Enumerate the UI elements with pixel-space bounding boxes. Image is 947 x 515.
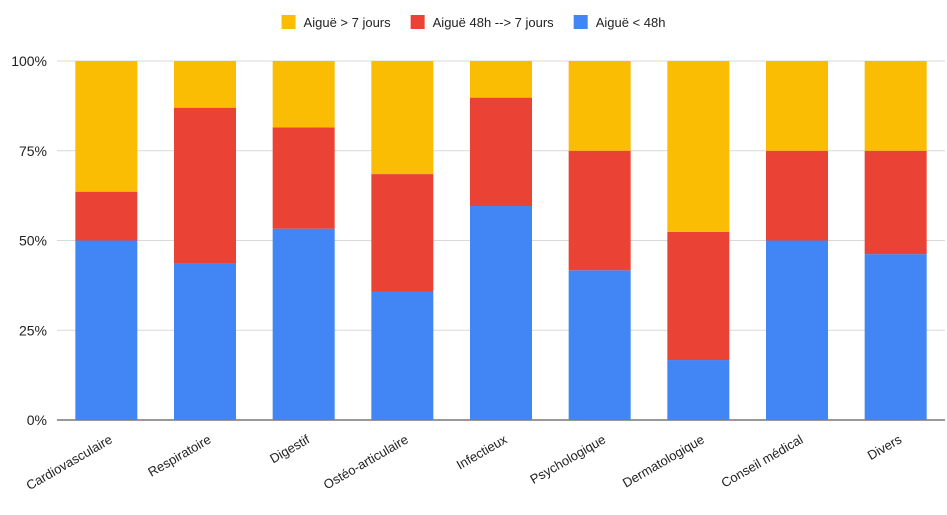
x-tick-label-conseil-medical: Conseil médical — [719, 432, 806, 491]
bar-digestif-aigue-48h-7-jours[interactable] — [272, 127, 335, 229]
y-tick-label: 0% — [27, 412, 47, 428]
legend-label: Aiguë < 48h — [596, 15, 666, 30]
x-tick-label-dermatologique: Dermatologique — [620, 432, 707, 491]
y-tick-label: 50% — [19, 233, 47, 249]
bar-dermatologique-aigue-48h[interactable] — [667, 360, 730, 420]
legend-label: Aiguë 48h --> 7 jours — [433, 15, 555, 30]
y-tick-label: 25% — [19, 322, 47, 338]
bar-psychologique-aigue-48h-7-jours[interactable] — [568, 150, 631, 271]
x-tick-label-psychologique: Psychologique — [527, 432, 608, 487]
legend: Aiguë > 7 jours Aiguë 48h --> 7 jours Aigu… — [281, 15, 666, 30]
bar-divers-aigue-48h[interactable] — [864, 254, 927, 420]
bar-digestif-aigue-7-jours[interactable] — [272, 61, 335, 128]
bar-conseil-medical-aigue-48h[interactable] — [766, 240, 828, 421]
bar-psychologique-aigue-48h[interactable] — [568, 270, 631, 420]
legend-swatch — [573, 15, 588, 29]
bar-psychologique-aigue-7-jours[interactable] — [568, 61, 631, 151]
bar-osteo-articulaire-aigue-48h[interactable] — [371, 291, 434, 420]
x-tick-label-cardiovasculaire: Cardiovasculaire — [23, 432, 114, 493]
legend-item-aigue-48h-7-jours[interactable]: Aiguë 48h --> 7 jours — [410, 15, 555, 30]
bar-divers-aigue-7-jours[interactable] — [864, 61, 927, 151]
legend-item-aigue-7-jours[interactable]: Aiguë > 7 jours — [281, 15, 392, 30]
bar-osteo-articulaire-aigue-48h-7-jours[interactable] — [371, 174, 434, 292]
bar-cardiovasculaire-aigue-48h-7-jours[interactable] — [75, 191, 138, 241]
x-tick-label-digestif: Digestif — [267, 431, 312, 466]
bar-divers-aigue-48h-7-jours[interactable] — [864, 150, 927, 255]
x-tick-label-divers: Divers — [865, 431, 905, 463]
legend-label: Aiguë > 7 jours — [304, 15, 392, 30]
y-tick-label: 100% — [11, 53, 47, 69]
bar-dermatologique-aigue-48h-7-jours[interactable] — [667, 231, 730, 361]
bar-respiratoire-aigue-48h[interactable] — [174, 263, 236, 420]
bar-cardiovasculaire-aigue-7-jours[interactable] — [75, 61, 138, 192]
bar-infectieux-aigue-7-jours[interactable] — [470, 61, 532, 98]
x-tick-label-respiratoire: Respiratoire — [145, 432, 213, 480]
bar-conseil-medical-aigue-7-jours[interactable] — [766, 61, 828, 151]
bar-digestif-aigue-48h[interactable] — [272, 228, 335, 420]
bars — [75, 61, 927, 421]
legend-swatch — [281, 15, 296, 29]
legend-item-aigue-48h[interactable]: Aiguë < 48h — [573, 15, 666, 30]
bar-infectieux-aigue-48h[interactable] — [470, 206, 532, 420]
y-axis: 0% 25% 50% 75% 100% — [11, 53, 47, 428]
bar-cardiovasculaire-aigue-48h[interactable] — [75, 240, 138, 421]
bar-conseil-medical-aigue-48h-7-jours[interactable] — [766, 150, 828, 241]
x-tick-label-osteo-articulaire: Ostéo-articulaire — [321, 432, 411, 493]
bar-osteo-articulaire-aigue-7-jours[interactable] — [371, 61, 434, 175]
x-axis: Cardiovasculaire Respiratoire Digestif Osté… — [23, 431, 904, 493]
bar-infectieux-aigue-48h-7-jours[interactable] — [470, 97, 532, 207]
y-tick-label: 75% — [19, 143, 47, 159]
x-tick-label-infectieux: Infectieux — [454, 431, 510, 472]
bar-dermatologique-aigue-7-jours[interactable] — [667, 61, 730, 232]
legend-swatch — [410, 15, 425, 29]
bar-respiratoire-aigue-7-jours[interactable] — [174, 61, 236, 108]
bar-respiratoire-aigue-48h-7-jours[interactable] — [174, 107, 236, 264]
